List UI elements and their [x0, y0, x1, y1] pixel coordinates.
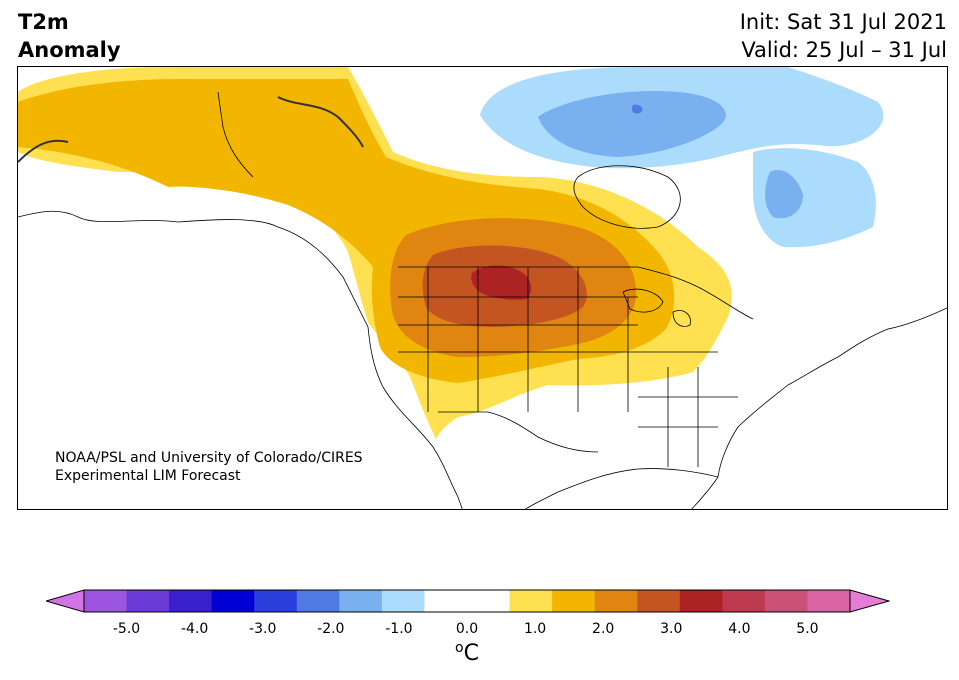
title-line-1: T2m	[18, 10, 69, 34]
gulf-coast	[525, 468, 719, 509]
colorbar-tick-label: 4.0	[728, 621, 751, 637]
init-date: Init: Sat 31 Jul 2021	[739, 10, 947, 34]
river-yukon	[277, 96, 364, 148]
colorbar-swatch	[381, 590, 425, 612]
chart-title: T2m Anomaly	[18, 8, 121, 64]
title-line-2: Anomaly	[18, 38, 121, 62]
colorbar-tick-label: 3.0	[660, 621, 683, 637]
colorbar-tick-label: -3.0	[249, 621, 277, 637]
colorbar-swatch	[339, 590, 383, 612]
colorbar-tick-label: -2.0	[317, 621, 345, 637]
boundary-lines	[18, 91, 947, 509]
colorbar-swatch	[594, 590, 638, 612]
map-canvas	[18, 67, 947, 509]
colorbar-tick-label: 1.0	[523, 621, 547, 637]
great-lakes	[622, 288, 691, 327]
colorbar-extend-low	[46, 589, 85, 613]
colorbar-swatch	[424, 590, 468, 612]
colorbar-swatch	[254, 590, 298, 612]
colorbar-swatch	[552, 590, 596, 612]
colorbar-swatch	[637, 590, 681, 612]
colorbar-frame	[83, 589, 851, 613]
credit-text: NOAA/PSL and University of Colorado/CIRE…	[55, 449, 363, 485]
anomaly-map	[17, 66, 948, 510]
contour-red	[471, 265, 532, 300]
state-lines-east	[638, 351, 738, 467]
hudson-bay	[573, 165, 681, 229]
border-canada-us	[398, 266, 754, 320]
colorbar-swatch	[211, 590, 255, 612]
forecast-dates: Init: Sat 31 Jul 2021 Valid: 25 Jul – 31…	[740, 8, 947, 64]
colorbar-swatch	[296, 590, 340, 612]
state-lines-west	[398, 267, 658, 412]
colorbar-swatch	[679, 590, 723, 612]
colorbar	[46, 589, 890, 613]
colorbar-tick-label: 2.0	[592, 621, 615, 637]
anomaly-contours	[18, 67, 884, 439]
credit-line-1: NOAA/PSL and University of Colorado/CIRE…	[55, 450, 363, 466]
contour-darkblue-spot	[631, 104, 643, 114]
border-alaska	[217, 91, 254, 178]
colorbar-swatch	[722, 590, 766, 612]
colorbar-swatch	[169, 590, 213, 612]
river-alaska	[18, 139, 69, 163]
colorbar-swatch	[467, 590, 511, 612]
coastline-east	[691, 307, 947, 509]
colorbar-swatch	[509, 590, 553, 612]
colorbar-swatch	[84, 590, 128, 612]
colorbar-tick-label: -4.0	[180, 621, 209, 637]
colorbar-tick-label: 0.0	[455, 621, 479, 637]
border-us-mexico	[438, 411, 599, 453]
coastline-west	[18, 210, 463, 509]
colorbar-swatch	[807, 590, 851, 612]
colorbar-swatch	[764, 590, 808, 612]
colorbar-tick-label: -1.0	[385, 621, 413, 637]
credit-line-2: Experimental LIM Forecast	[55, 468, 241, 484]
unit-letter: C	[463, 641, 479, 666]
colorbar-tick-label: 5.0	[796, 621, 819, 637]
colorbar-extend-high	[849, 589, 890, 613]
colorbar-unit: oC	[455, 640, 479, 666]
colorbar-tick-label: -5.0	[112, 621, 141, 637]
contour-midblue-east	[765, 169, 803, 219]
contour-midblue-north	[538, 91, 726, 157]
valid-range: Valid: 25 Jul – 31 Jul	[741, 38, 947, 62]
unit-degree: o	[455, 640, 464, 656]
colorbar-swatch	[126, 590, 170, 612]
